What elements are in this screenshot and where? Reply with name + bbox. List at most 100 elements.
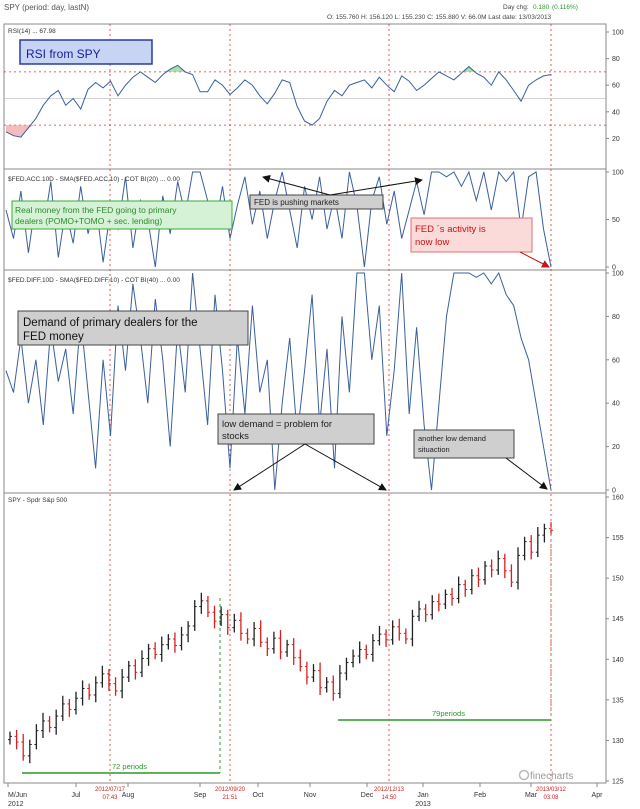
y-tick-label: 150	[612, 576, 624, 583]
ohlc-bar	[126, 660, 131, 683]
y-tick-label: 20	[612, 136, 620, 143]
marker-vertical-lines	[109, 24, 552, 783]
ohlc-bar	[397, 618, 402, 641]
ohlc-bar	[271, 631, 276, 654]
ohlc-bar	[153, 642, 158, 660]
rsi-overbought-fill	[162, 69, 171, 72]
ohlc-bar	[384, 629, 389, 648]
ohlc-bar	[456, 576, 461, 604]
ohlc-bar	[205, 595, 210, 618]
y-tick-label: 80	[612, 56, 620, 63]
ohlc-bar	[390, 620, 395, 645]
marker-date: 2012/07/17	[95, 787, 126, 793]
ohlc-bar	[496, 550, 501, 575]
ohlc-bar	[423, 604, 428, 622]
chart-header: SPY (period: day, lastN) Day chg: 0.180 …	[4, 3, 578, 21]
ohlc-bar	[258, 620, 263, 648]
ohlc-bar	[212, 605, 217, 629]
x-tick-label: Dec	[361, 792, 374, 799]
chart-title: SPY (period: day, lastN)	[4, 3, 89, 12]
ohlc-bar	[463, 579, 468, 597]
panel-labels: RSI(14) ... 67.98 $FED.ACC.10D - SMA($FE…	[8, 28, 180, 504]
marker-time: 21:51	[222, 795, 238, 801]
series-layer	[5, 64, 553, 764]
ohlc-bar	[40, 712, 45, 738]
y-tick-label: 140	[612, 657, 624, 664]
real-money-box	[11, 200, 233, 230]
ohlc-bar	[47, 716, 52, 733]
fed-activity-text-1: FED ´s activity is	[415, 224, 486, 235]
ohlc-bar	[113, 677, 118, 696]
ohlc-bar	[8, 731, 12, 745]
low-demand-text-2: stocks	[222, 431, 249, 442]
marker-date-labels: 2012/07/17 07:43 2012/09/20 21:51 2012/12/13…	[95, 787, 567, 801]
spy-panel-label: SPY - Spdr S&p 500	[8, 497, 68, 504]
ohlc-bar	[100, 665, 105, 688]
ohlc-bar	[436, 593, 441, 612]
period-72-label: 72 periods	[112, 762, 147, 771]
ohlc-bar	[60, 695, 65, 721]
ohlcv-readout: O: 155.760 H: 156.120 L: 155.230 C: 155.…	[327, 14, 552, 21]
fed-pushing-arrow-left	[262, 174, 331, 196]
rsi-overbought-fill	[170, 65, 178, 72]
ohlc-bar	[73, 691, 78, 715]
ohlc-bar	[337, 664, 342, 699]
y-tick-label: 40	[612, 109, 620, 116]
x-tick-label: Jul	[72, 792, 81, 799]
x-tick-label: 2013	[415, 801, 431, 808]
ohlc-bar	[489, 559, 494, 578]
ohlc-bar	[403, 628, 408, 644]
ohlc-bar	[364, 644, 369, 660]
spy-panel-frame	[3, 492, 607, 784]
low-demand-text-1: low demand = problem for	[222, 419, 332, 430]
ohlc-bar	[199, 592, 204, 614]
real-money-text-2: dealers (POMO+TOMO + sec. lending)	[15, 216, 162, 226]
another-low-text-2: situaction	[418, 445, 450, 454]
y-tick-label: 145	[612, 616, 624, 623]
y-tick-label: 100	[612, 271, 624, 278]
marker-time: 03:08	[543, 795, 559, 801]
rsi-oversold-fill	[6, 125, 14, 136]
ohlc-bar	[483, 561, 488, 585]
ohlc-bar	[417, 600, 422, 622]
ohlc-bar	[370, 634, 375, 662]
ohlc-bar	[351, 649, 356, 668]
ohlc-bar	[331, 675, 336, 701]
low-demand-box	[217, 413, 375, 445]
y-tick-label: 100	[612, 170, 624, 177]
low-demand-arrow-left	[233, 443, 306, 491]
ohlc-bar	[245, 628, 250, 644]
ohlc-bar	[324, 677, 329, 693]
x-axis-ticks: M/Jun 2012 Jul Aug Sep Oct Nov Dec Jan 2013 Feb Mar…	[7, 783, 603, 808]
x-tick-label: Mar	[525, 792, 538, 799]
x-tick-label: Sep	[194, 792, 207, 799]
ohlc-bar	[87, 683, 92, 700]
ohlc-bar	[298, 649, 303, 672]
ohlc-bar	[377, 626, 382, 646]
ohlc-bar	[146, 643, 151, 666]
y-tick-label: 50	[612, 217, 620, 224]
ohlc-bar	[133, 659, 138, 680]
rsi-series-line	[5, 64, 552, 138]
ohlc-bar	[542, 523, 547, 543]
ohlc-bar	[225, 609, 230, 635]
y-tick-label: 0	[612, 265, 616, 272]
y-tick-label: 125	[612, 779, 624, 786]
ohlc-bar	[443, 589, 448, 609]
ohlc-bar	[265, 637, 270, 657]
ohlc-bar	[106, 669, 111, 691]
ohlc-bar	[285, 639, 290, 657]
ohlc-bar	[238, 612, 243, 641]
ohlc-bar	[252, 621, 257, 647]
period-79-label: 79periods	[432, 709, 465, 718]
x-tick-label: 2012	[8, 801, 24, 808]
ohlc-bar	[304, 661, 309, 685]
ohlc-bar	[430, 595, 435, 620]
x-tick-label: Oct	[253, 792, 264, 799]
fed-pushing-arrow-right	[329, 177, 423, 196]
ohlc-bar	[186, 621, 191, 643]
ohlc-bar	[509, 564, 514, 588]
y-tick-label: 135	[612, 697, 624, 704]
y-tick-label: 155	[612, 535, 624, 542]
